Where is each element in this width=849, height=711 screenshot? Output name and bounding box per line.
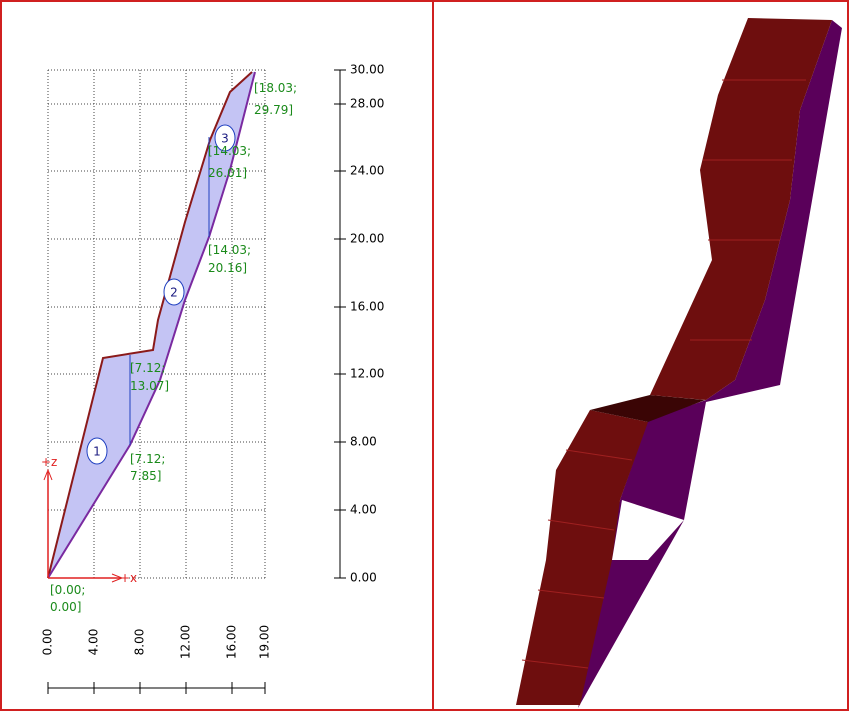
z-label: 20.00: [350, 232, 384, 246]
z-label: 24.00: [350, 164, 384, 178]
axis-label: +x: [120, 571, 137, 585]
axis-label: +z: [41, 455, 57, 469]
x-label: 19.00: [258, 625, 272, 659]
page: 1 2 3 [0.00; 0.00] [7.12; 7.85] [7.12; 1…: [0, 0, 849, 711]
point-label: [0.00;: [50, 583, 85, 597]
z-label: 28.00: [350, 97, 384, 111]
point-label: 20.16]: [208, 261, 247, 275]
x-label: 8.00: [133, 629, 147, 656]
z-label: 12.00: [350, 367, 384, 381]
x-label: 0.00: [41, 629, 55, 656]
z-label: 30.00: [350, 63, 384, 77]
point-label: 13.07]: [130, 379, 169, 393]
point-label: [14.03;: [208, 243, 251, 257]
x-label: 4.00: [87, 629, 101, 656]
x-label: 12.00: [179, 625, 193, 659]
z-label: 8.00: [350, 435, 377, 449]
region-label: 2: [170, 286, 178, 300]
point-label: [7.12;: [130, 361, 165, 375]
app-view: 1 2 3 [0.00; 0.00] [7.12; 7.85] [7.12; 1…: [0, 0, 849, 711]
region-label: 1: [93, 445, 101, 459]
point-label: 26.01]: [208, 166, 247, 180]
point-label: 0.00]: [50, 600, 81, 614]
z-label: 16.00: [350, 300, 384, 314]
point-label: 29.79]: [254, 103, 293, 117]
x-label: 16.00: [225, 625, 239, 659]
z-label: 0.00: [350, 571, 377, 585]
point-label: 7.85]: [130, 469, 161, 483]
point-label: [14.03;: [208, 144, 251, 158]
point-label: [18.03;: [254, 81, 297, 95]
z-label: 4.00: [350, 503, 377, 517]
point-label: [7.12;: [130, 452, 165, 466]
